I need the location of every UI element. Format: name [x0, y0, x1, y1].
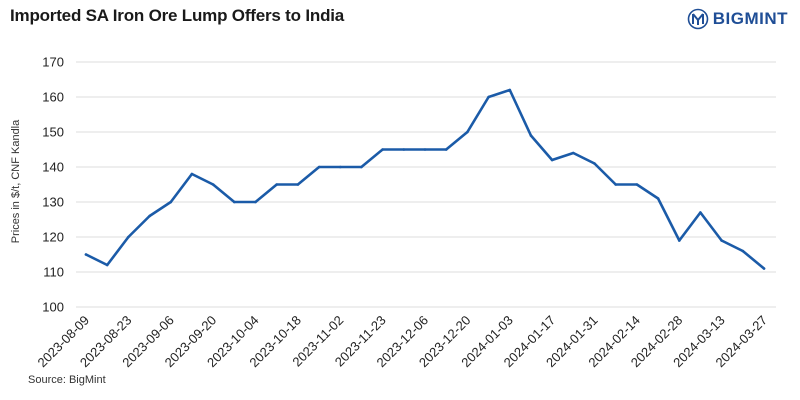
data-point: [678, 239, 681, 242]
data-point: [169, 200, 173, 204]
data-point: [296, 183, 300, 186]
data-point: [105, 263, 109, 267]
y-tick-label: 120: [42, 230, 64, 245]
data-point: [741, 249, 745, 253]
data-point: [508, 88, 512, 92]
y-tick-label: 170: [42, 55, 64, 70]
data-point: [254, 200, 257, 204]
data-point: [720, 239, 723, 242]
data-point: [317, 165, 321, 169]
source-note: Source: BigMint: [28, 374, 106, 386]
y-tick-label: 160: [42, 90, 64, 105]
data-point: [593, 162, 596, 165]
y-tick-label: 130: [42, 195, 64, 210]
data-point: [275, 183, 279, 186]
data-point: [233, 200, 236, 204]
data-point: [339, 165, 342, 169]
data-point: [762, 267, 766, 270]
data-point: [127, 235, 130, 239]
data-point: [699, 211, 702, 214]
data-point: [190, 172, 194, 176]
y-tick-label: 140: [42, 160, 64, 175]
data-point: [656, 197, 660, 200]
data-point: [550, 158, 554, 162]
bigmint-logo: BIGMINT: [687, 8, 788, 30]
data-point: [211, 183, 215, 186]
logo-text: BIGMINT: [712, 9, 788, 28]
bigmint-logo-icon: [687, 8, 709, 30]
data-point: [635, 183, 639, 186]
data-point: [360, 165, 363, 169]
data-point: [466, 130, 469, 134]
series-line: [84, 88, 766, 270]
data-point: [402, 148, 406, 151]
y-tick-label: 100: [42, 300, 64, 315]
data-point: [529, 134, 533, 137]
data-point: [381, 148, 384, 151]
y-axis-label: Prices in $/t, CNF Kandla: [10, 119, 22, 243]
data-point: [487, 95, 490, 99]
data-point: [614, 183, 617, 186]
chart-title: Imported SA Iron Ore Lump Offers to Indi…: [10, 6, 345, 25]
data-point: [444, 148, 448, 151]
data-point: [572, 151, 575, 155]
data-point: [423, 148, 427, 151]
data-point: [148, 214, 151, 218]
y-tick-label: 150: [42, 125, 64, 140]
y-tick-label: 110: [43, 265, 64, 280]
data-point: [84, 253, 88, 256]
